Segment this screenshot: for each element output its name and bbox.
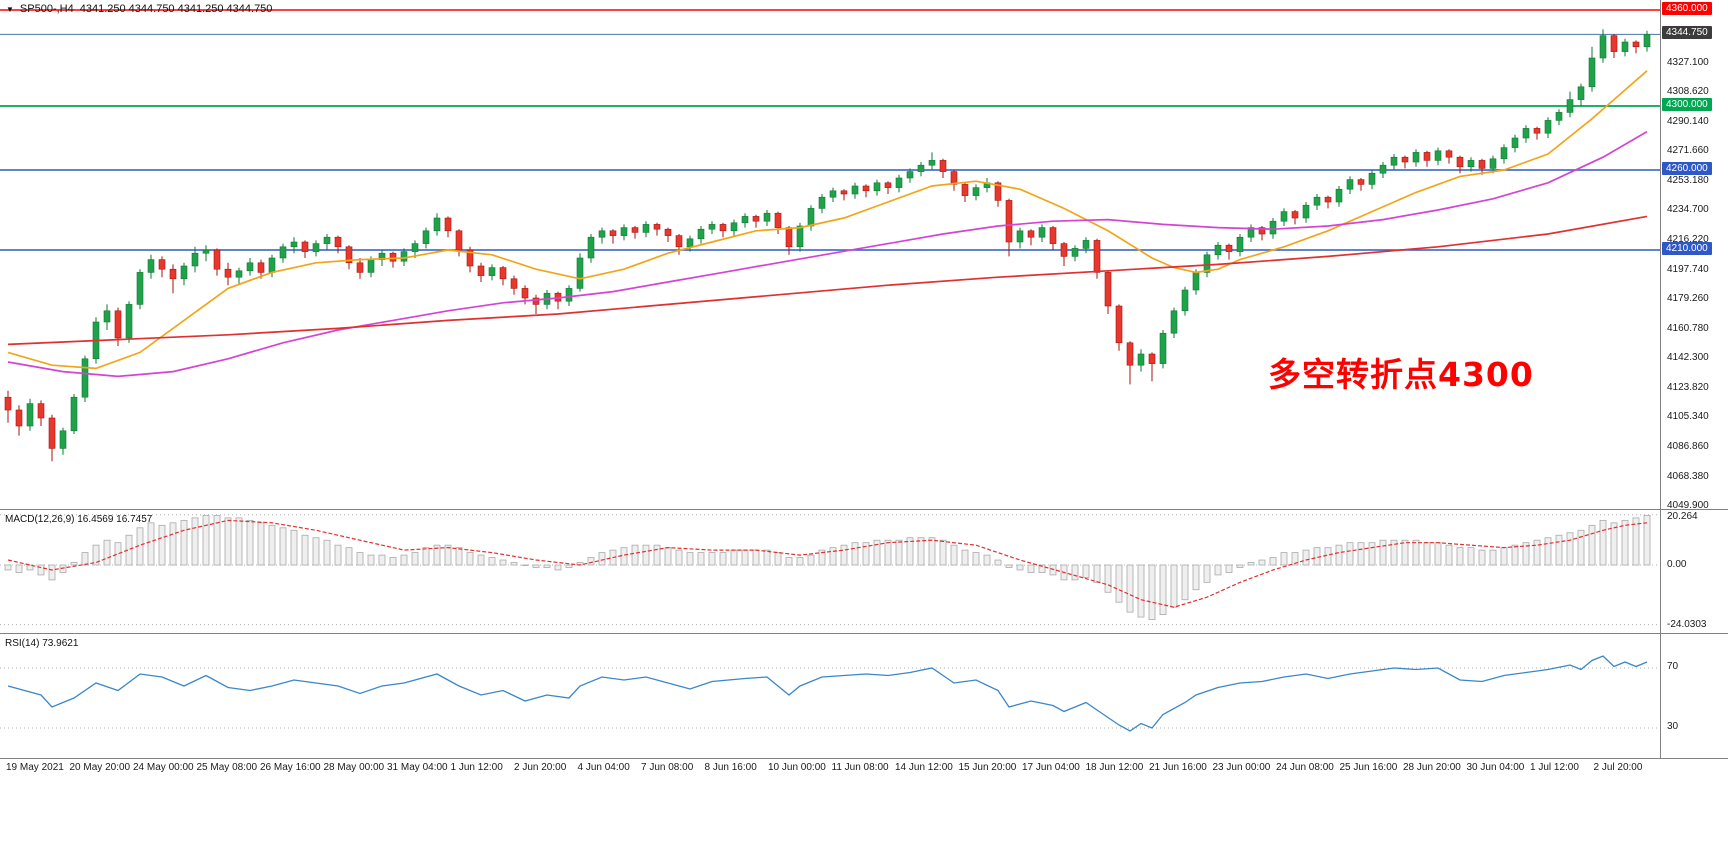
price-tick-label: 4160.780 xyxy=(1667,322,1709,334)
chart-annotation-text[interactable]: 多空转折点4300 xyxy=(1268,355,1534,394)
time-tick-label: 24 Jun 08:00 xyxy=(1276,762,1334,773)
time-tick-label: 8 Jun 16:00 xyxy=(704,762,757,773)
macd-indicator-label: MACD(12,26,9) 16.4569 16.7457 xyxy=(5,514,153,525)
price-tick-label: 4253.180 xyxy=(1667,174,1709,186)
time-tick-label: 25 Jun 16:00 xyxy=(1339,762,1398,773)
macd-panel-canvas[interactable] xyxy=(0,510,1660,633)
price-tick-label: 4049.900 xyxy=(1667,500,1709,512)
time-tick-label: 21 Jun 16:00 xyxy=(1149,762,1207,773)
time-tick-label: 18 Jun 12:00 xyxy=(1085,762,1144,773)
current-price-label: 4344.750 xyxy=(1662,26,1712,40)
chart-menu-icon[interactable]: ▼ xyxy=(6,4,14,14)
ma-slow xyxy=(7,215,1648,346)
price-tick-label: 4197.740 xyxy=(1667,263,1709,275)
time-tick-label: 2 Jul 20:00 xyxy=(1593,762,1643,773)
ohlc-values: 4341.250 4344.750 4341.250 4344.750 xyxy=(79,3,273,15)
price-tick-label: 4327.100 xyxy=(1667,56,1709,68)
price-tick-label: 4068.380 xyxy=(1667,470,1709,482)
price-tick-label: 4234.700 xyxy=(1667,204,1709,216)
time-tick-label: 28 May 00:00 xyxy=(323,762,385,773)
macd-axis-label: 20.264 xyxy=(1667,511,1698,522)
time-tick-label: 11 Jun 08:00 xyxy=(831,762,889,773)
price-tick-label: 4123.820 xyxy=(1667,381,1709,393)
price-tick-label: 4216.220 xyxy=(1667,234,1709,246)
ma-mid xyxy=(7,130,1648,378)
time-tick-label: 23 Jun 00:00 xyxy=(1212,762,1271,773)
time-tick-label: 31 May 04:00 xyxy=(387,762,448,773)
time-tick-label: 30 Jun 04:00 xyxy=(1466,762,1525,773)
time-tick-label: 24 May 00:00 xyxy=(133,762,194,773)
time-tick-label: 19 May 2021 xyxy=(6,762,64,773)
time-tick-label: 20 May 20:00 xyxy=(69,762,131,773)
price-tick-label: 4105.340 xyxy=(1667,411,1709,423)
rsi-axis-label: 30 xyxy=(1667,721,1679,732)
rsi-indicator-label: RSI(14) 73.9621 xyxy=(5,638,79,649)
time-tick-label: 4 Jun 04:00 xyxy=(577,762,630,773)
ma-fast xyxy=(7,70,1648,370)
price-level-label: 4210.000 xyxy=(1662,242,1712,255)
price-level-label: 4260.000 xyxy=(1662,162,1712,175)
time-tick-label: 17 Jun 04:00 xyxy=(1022,762,1080,773)
panel-separator xyxy=(0,758,1728,759)
macd-axis-label: 0.00 xyxy=(1667,559,1687,570)
price-chart-canvas[interactable] xyxy=(0,0,1660,510)
rsi-line xyxy=(7,655,1648,732)
time-tick-label: 26 May 16:00 xyxy=(260,762,321,773)
rsi-panel-canvas[interactable] xyxy=(0,634,1660,758)
time-tick-label: 28 Jun 20:00 xyxy=(1403,762,1461,773)
macd-signal-line xyxy=(7,519,1648,608)
time-tick-label: 1 Jun 12:00 xyxy=(450,762,503,773)
price-level-label: 4360.000 xyxy=(1662,2,1712,15)
time-tick-label: 2 Jun 20:00 xyxy=(514,762,567,773)
time-tick-label: 15 Jun 20:00 xyxy=(958,762,1017,773)
time-tick-label: 1 Jul 12:00 xyxy=(1530,762,1579,773)
price-tick-label: 4086.860 xyxy=(1667,441,1709,453)
time-tick-label: 10 Jun 00:00 xyxy=(768,762,826,773)
panel-separator xyxy=(0,633,1728,634)
symbol-timeframe-label: SP500-,H4 xyxy=(19,3,74,15)
price-tick-label: 4142.300 xyxy=(1667,352,1709,364)
price-tick-label: 4290.140 xyxy=(1667,115,1709,127)
price-tick-label: 4308.620 xyxy=(1667,86,1709,98)
price-tick-label: 4271.660 xyxy=(1667,145,1709,157)
time-tick-label: 25 May 08:00 xyxy=(196,762,258,773)
time-tick-label: 14 Jun 12:00 xyxy=(895,762,953,773)
time-axis[interactable]: 19 May 2021 20 May 20:00 24 May 00:00 25 Ma… xyxy=(0,759,1728,783)
panel-separator xyxy=(0,509,1728,510)
time-tick-label: 7 Jun 08:00 xyxy=(641,762,694,773)
macd-axis-label: -24.0303 xyxy=(1667,618,1707,630)
axis-separator xyxy=(1660,0,1661,758)
price-level-label: 4300.000 xyxy=(1662,98,1712,111)
price-axis[interactable]: 4327.100 4308.620 4290.140 4271.660 4253.180… xyxy=(1661,0,1728,512)
price-tick-label: 4179.260 xyxy=(1667,293,1709,305)
rsi-axis-label: 70 xyxy=(1667,661,1679,672)
chart-header: ▼ SP500-,H4 4341.250 4344.750 4341.250 4… xyxy=(6,3,272,15)
